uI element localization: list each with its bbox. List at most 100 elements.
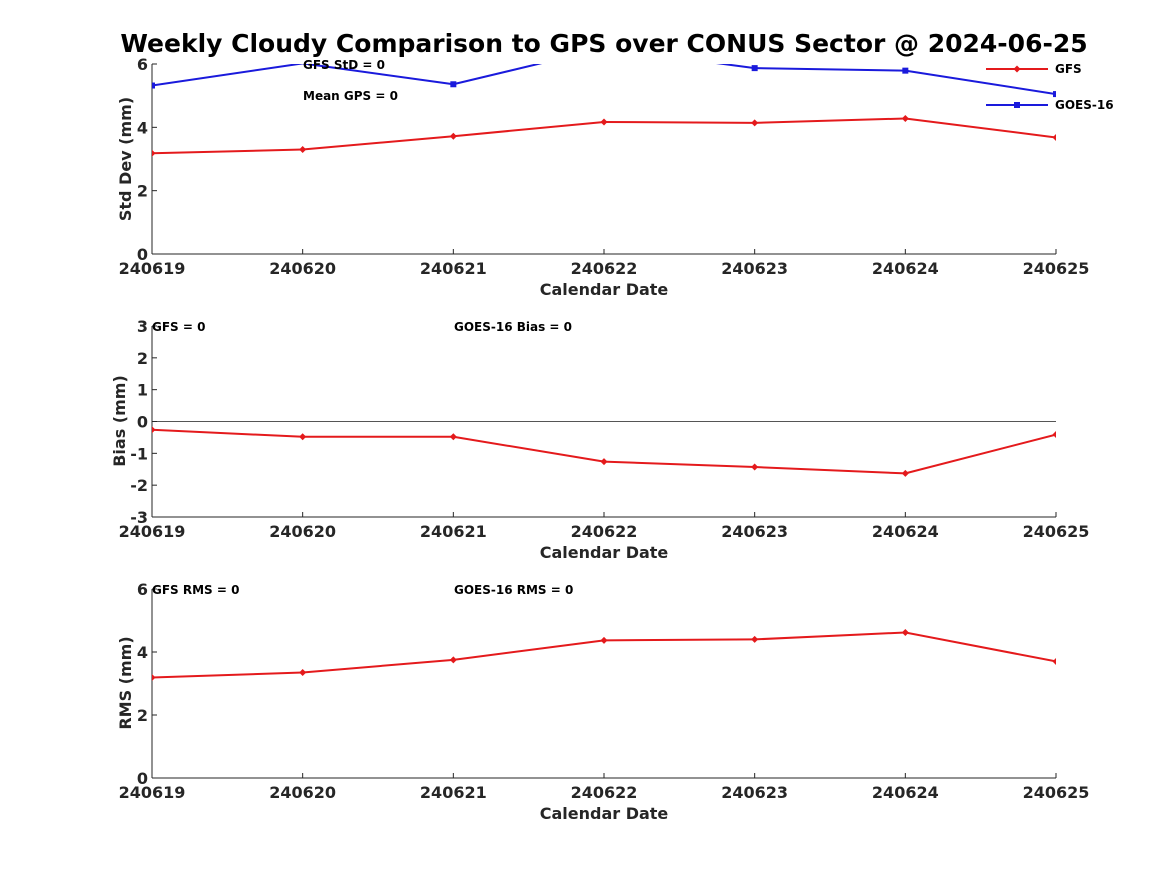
rms-x-tick-label: 240623 bbox=[721, 783, 788, 802]
std-goes-16-line-segment bbox=[453, 64, 543, 86]
legend: GFS GOES-16 bbox=[986, 62, 1114, 112]
bias-x-tick-label: 240624 bbox=[872, 522, 939, 541]
bias-x-tick-label: 240621 bbox=[420, 522, 487, 541]
rms-xlabel: Calendar Date bbox=[540, 804, 669, 823]
std-x-tick-label: 240622 bbox=[571, 259, 638, 278]
rms-ticks: 0 2 4 6 240619 240620 240621 240622 240623 240624… bbox=[119, 580, 1090, 802]
rms-x-tick-label: 240622 bbox=[571, 783, 638, 802]
rms-x-tick-label: 240624 bbox=[872, 783, 939, 802]
legend-gfs-marker bbox=[1013, 65, 1021, 73]
rms-gfs-point bbox=[152, 674, 156, 682]
bias-x-tick-label: 240625 bbox=[1023, 522, 1090, 541]
rms-gfs-line-segment bbox=[905, 631, 1056, 663]
bias-gfs-line-segment bbox=[754, 466, 906, 475]
bias-gfs-point bbox=[751, 463, 759, 471]
std-gfs-point bbox=[751, 119, 759, 127]
bias-gfs-line-segment bbox=[603, 460, 755, 469]
bias-annotation-goes: GOES-16 Bias = 0 bbox=[454, 320, 572, 334]
rms-ylabel: RMS (mm) bbox=[116, 636, 135, 729]
rms-gfs-line-segment bbox=[754, 631, 906, 641]
std-gfs-point bbox=[299, 146, 307, 153]
rms-axes bbox=[151, 589, 1056, 779]
bias-ticks: -3 -2 -1 0 1 2 3 240619 240620 240621 240622 240623… bbox=[119, 317, 1090, 541]
std-gfs-point bbox=[152, 149, 156, 157]
bias-gfs-point bbox=[600, 458, 608, 466]
bias-gfs-line-segment bbox=[152, 428, 303, 438]
rms-gfs-line-segment bbox=[453, 639, 605, 661]
std-goes-16-point bbox=[751, 65, 758, 72]
rms-gfs-point bbox=[1052, 657, 1056, 665]
std-gfs-line-segment bbox=[905, 117, 1056, 139]
legend-goes-label: GOES-16 bbox=[1055, 98, 1114, 112]
std-x-tick-label: 240619 bbox=[119, 259, 186, 278]
bias-y-tick-label: 2 bbox=[137, 349, 148, 368]
rms-y-tick-label: 6 bbox=[137, 580, 148, 599]
chart-title: Weekly Cloudy Comparison to GPS over CON… bbox=[120, 29, 1087, 58]
std-axes bbox=[151, 64, 1056, 255]
std-xlabel: Calendar Date bbox=[540, 280, 669, 299]
std-goes-16-line-segment bbox=[302, 64, 454, 86]
bias-y-tick-label: 1 bbox=[137, 381, 148, 400]
bias-annotation-gfs: GFS = 0 bbox=[152, 320, 205, 334]
rms-plot-area bbox=[152, 628, 1056, 682]
rms-panel: 0 2 4 6 240619 240620 240621 240622 240623 240624… bbox=[116, 580, 1089, 823]
rms-x-tick-label: 240620 bbox=[269, 783, 336, 802]
std-gfs-point bbox=[901, 114, 909, 122]
std-goes-16-line-segment bbox=[715, 64, 755, 70]
bias-x-tick-label: 240619 bbox=[119, 522, 186, 541]
rms-gfs-line-segment bbox=[302, 658, 454, 674]
bias-gfs-point bbox=[152, 426, 156, 434]
bias-gfs-point bbox=[1052, 431, 1056, 439]
std-ticks: 0 2 4 6 240619 240620 240621 240622 240623 240624… bbox=[119, 55, 1090, 278]
bias-y-tick-label: -1 bbox=[130, 444, 148, 463]
std-x-tick-label: 240621 bbox=[420, 259, 487, 278]
bias-gfs-point bbox=[299, 433, 307, 441]
bias-x-tick-label: 240620 bbox=[269, 522, 336, 541]
rms-annotation-goes: GOES-16 RMS = 0 bbox=[454, 583, 573, 597]
bias-gfs-point bbox=[901, 469, 909, 477]
std-ylabel: Std Dev (mm) bbox=[116, 97, 135, 221]
std-y-tick-label: 0 bbox=[137, 245, 148, 264]
bias-gfs-line-segment bbox=[453, 435, 605, 463]
bias-y-tick-label: 3 bbox=[137, 317, 148, 336]
std-goes-16-point bbox=[152, 82, 155, 89]
std-gfs-line-segment bbox=[603, 120, 755, 124]
rms-gfs-point bbox=[449, 656, 457, 664]
std-x-tick-label: 240623 bbox=[721, 259, 788, 278]
std-goes-16-point bbox=[450, 81, 457, 88]
std-gfs-point bbox=[600, 118, 608, 126]
std-gfs-line-segment bbox=[453, 120, 605, 138]
std-goes-16-point bbox=[1053, 91, 1056, 98]
bias-y-tick-label: -3 bbox=[130, 508, 148, 527]
std-goes-16-line-segment bbox=[754, 67, 906, 72]
bias-panel: -3 -2 -1 0 1 2 3 240619 240620 240621 240622 240623… bbox=[110, 317, 1089, 562]
rms-x-tick-label: 240625 bbox=[1023, 783, 1090, 802]
std-x-tick-label: 240620 bbox=[269, 259, 336, 278]
bias-y-tick-label: 0 bbox=[137, 413, 148, 432]
rms-y-tick-label: 0 bbox=[137, 769, 148, 788]
bias-xlabel: Calendar Date bbox=[540, 543, 669, 562]
rms-annotation-gfs: GFS RMS = 0 bbox=[152, 583, 239, 597]
std-goes-16-line-segment bbox=[905, 69, 1056, 96]
std-gfs-line-segment bbox=[302, 135, 454, 151]
bias-gfs-point bbox=[449, 433, 457, 441]
rms-gfs-point bbox=[299, 668, 307, 676]
rms-x-tick-label: 240621 bbox=[420, 783, 487, 802]
rms-y-tick-label: 2 bbox=[137, 706, 148, 725]
bias-x-tick-label: 240623 bbox=[721, 522, 788, 541]
legend-goes-marker bbox=[1014, 102, 1020, 108]
std-gfs-point bbox=[1052, 133, 1056, 141]
std-gfs-point bbox=[449, 132, 457, 140]
std-annotation-mean-gps: Mean GPS = 0 bbox=[303, 89, 398, 103]
rms-y-tick-label: 4 bbox=[137, 643, 148, 662]
rms-gfs-line-segment bbox=[603, 638, 755, 642]
rms-gfs-point bbox=[600, 636, 608, 644]
std-y-tick-label: 4 bbox=[137, 118, 148, 137]
std-gfs-line-segment bbox=[152, 148, 303, 155]
std-goes-16-line-segment bbox=[152, 64, 303, 87]
rms-gfs-point bbox=[751, 635, 759, 643]
bias-x-tick-label: 240622 bbox=[571, 522, 638, 541]
std-y-tick-label: 6 bbox=[137, 55, 148, 74]
legend-gfs-label: GFS bbox=[1055, 62, 1082, 76]
